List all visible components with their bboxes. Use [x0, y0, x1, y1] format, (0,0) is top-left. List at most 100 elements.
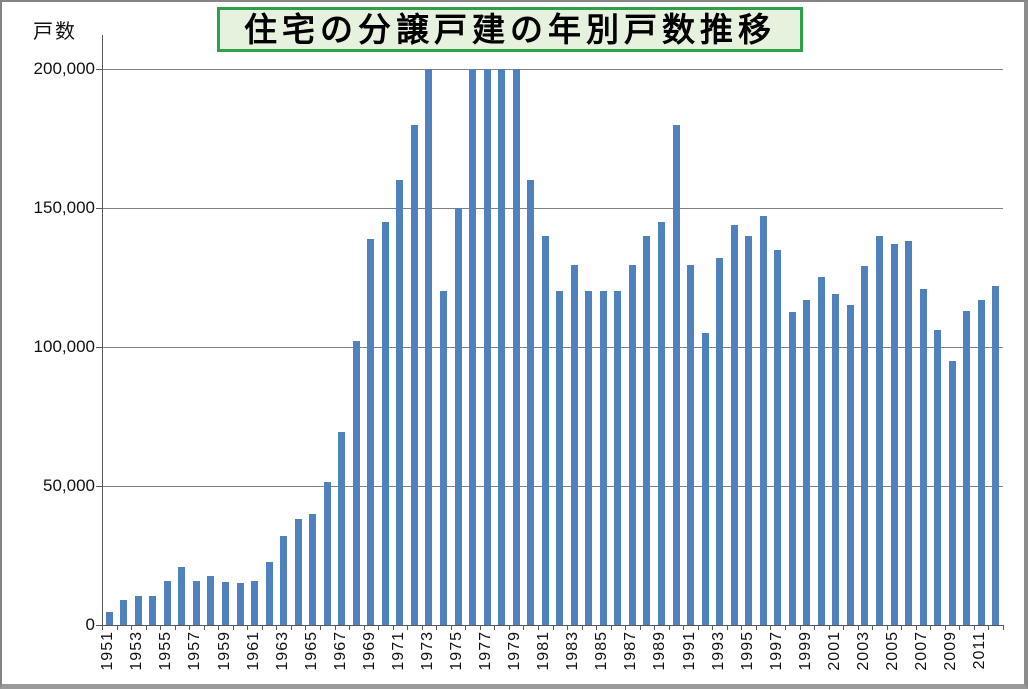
y-tick-50000 — [96, 486, 102, 487]
y-tick-150000 — [96, 208, 102, 209]
gridline-200000 — [102, 69, 1003, 70]
x-tick-label-1959: 1959 — [216, 631, 233, 671]
x-tick — [872, 626, 873, 630]
y-tick-label-200000: 200,000 — [33, 59, 95, 78]
x-tick — [611, 626, 612, 630]
x-tick — [378, 626, 379, 630]
x-tick — [770, 626, 771, 630]
x-tick — [654, 626, 655, 630]
bar-1972 — [411, 125, 418, 625]
x-tick-label-1957: 1957 — [186, 631, 203, 671]
bar-1956 — [178, 567, 185, 625]
bar-1987 — [629, 265, 636, 625]
x-tick-label-1993: 1993 — [710, 631, 727, 671]
x-tick — [829, 626, 830, 630]
x-tick — [727, 626, 728, 630]
x-tick — [189, 626, 190, 630]
bar-1969 — [367, 239, 374, 625]
x-tick — [480, 626, 481, 630]
gridline-100000 — [102, 347, 1003, 348]
bar-1977 — [484, 69, 491, 625]
x-tick — [247, 626, 248, 630]
x-tick — [945, 626, 946, 630]
y-axis-line — [102, 35, 103, 630]
bar-2010 — [963, 311, 970, 625]
x-tick — [393, 626, 394, 630]
x-tick — [407, 626, 408, 630]
x-tick — [843, 626, 844, 630]
x-axis-line — [102, 625, 1004, 626]
bar-1954 — [149, 596, 156, 625]
bar-1959 — [222, 582, 229, 625]
x-tick — [553, 626, 554, 630]
x-tick-label-2001: 2001 — [826, 631, 843, 671]
x-tick — [785, 626, 786, 630]
x-tick-label-1999: 1999 — [797, 631, 814, 671]
bar-2009 — [949, 361, 956, 625]
bar-1974 — [440, 291, 447, 625]
x-tick — [422, 626, 423, 630]
bar-1995 — [745, 236, 752, 625]
x-tick — [305, 626, 306, 630]
y-tick-200000 — [96, 69, 102, 70]
bar-1980 — [527, 180, 534, 625]
x-tick-label-1985: 1985 — [593, 631, 610, 671]
bar-1998 — [789, 312, 796, 625]
bar-1951 — [106, 612, 113, 625]
x-tick-label-2003: 2003 — [855, 631, 872, 671]
x-tick-label-2007: 2007 — [913, 631, 930, 671]
y-tick-label-150000: 150,000 — [33, 198, 95, 217]
plot-area — [102, 69, 1003, 625]
x-tick — [756, 626, 757, 630]
bar-2008 — [934, 330, 941, 625]
bar-1992 — [702, 333, 709, 625]
bar-1979 — [513, 69, 520, 625]
bar-1994 — [731, 225, 738, 625]
x-tick-label-1989: 1989 — [651, 631, 668, 671]
bar-1973 — [425, 69, 432, 625]
bar-2006 — [905, 241, 912, 625]
x-tick — [741, 626, 742, 630]
bar-1988 — [643, 236, 650, 625]
x-tick-label-1981: 1981 — [535, 631, 552, 671]
bar-1989 — [658, 222, 665, 625]
bar-1965 — [309, 514, 316, 625]
bar-1975 — [455, 208, 462, 625]
x-tick — [698, 626, 699, 630]
x-tick-label-1991: 1991 — [681, 631, 698, 671]
x-tick-label-1979: 1979 — [506, 631, 523, 671]
x-tick — [291, 626, 292, 630]
x-tick — [218, 626, 219, 630]
x-tick — [887, 626, 888, 630]
x-tick — [233, 626, 234, 630]
chart-title-box: 住宅の分譲戸建の年別戸数推移 — [217, 7, 803, 52]
x-tick — [160, 626, 161, 630]
bar-1957 — [193, 581, 200, 625]
y-tick-100000 — [96, 347, 102, 348]
y-tick-0 — [96, 625, 102, 626]
y-tick-label-100000: 100,000 — [33, 337, 95, 356]
x-tick-label-1995: 1995 — [739, 631, 756, 671]
x-tick — [959, 626, 960, 630]
gridline-50000 — [102, 486, 1003, 487]
x-tick — [146, 626, 147, 630]
x-tick — [436, 626, 437, 630]
x-tick — [974, 626, 975, 630]
y-tick-label-50000: 50,000 — [43, 476, 95, 495]
bar-1971 — [396, 180, 403, 625]
bar-2003 — [861, 266, 868, 625]
bar-1986 — [614, 291, 621, 625]
bar-1982 — [556, 291, 563, 625]
bar-1961 — [251, 581, 258, 625]
bar-2001 — [832, 294, 839, 625]
x-tick — [523, 626, 524, 630]
bar-1962 — [266, 562, 273, 625]
x-tick — [276, 626, 277, 630]
x-tick — [800, 626, 801, 630]
bar-1952 — [120, 600, 127, 625]
x-tick-label-2011: 2011 — [971, 631, 988, 670]
bar-1968 — [353, 341, 360, 625]
x-tick-label-1951: 1951 — [99, 631, 116, 671]
x-tick — [683, 626, 684, 630]
bar-1985 — [600, 291, 607, 625]
